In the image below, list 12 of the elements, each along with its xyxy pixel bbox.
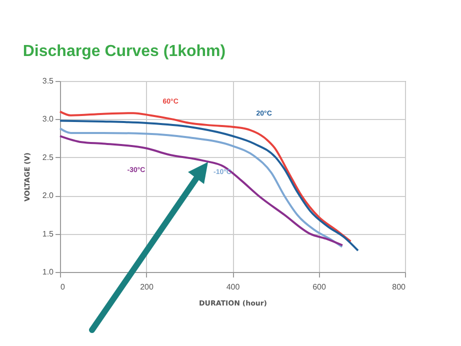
y-tick-label: 3.5 bbox=[42, 76, 54, 86]
x-tick-label: 200 bbox=[140, 282, 154, 292]
y-tick-label: 1.0 bbox=[42, 268, 54, 276]
x-tick-label: 800 bbox=[392, 282, 406, 292]
x-tick-label: 0 bbox=[60, 282, 66, 292]
chart-title: Discharge Curves (1kohm) bbox=[22, 43, 226, 60]
y-tick-label: 2.0 bbox=[42, 191, 54, 200]
y-tick-label: 3.0 bbox=[42, 114, 54, 124]
y-tick-label: 1.5 bbox=[42, 229, 54, 238]
x-tick-label: 600 bbox=[312, 282, 326, 292]
y-tick-label: 2.5 bbox=[42, 152, 54, 162]
x-tick-label: 400 bbox=[226, 282, 240, 292]
